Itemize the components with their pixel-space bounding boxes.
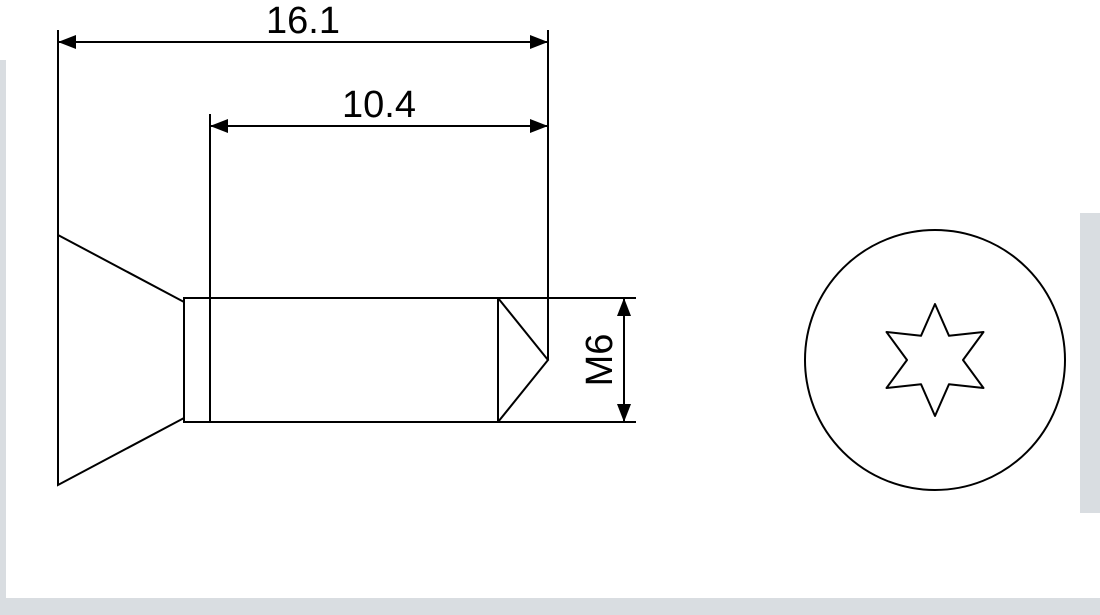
dim-label-overall: 16.1 [266,0,340,42]
screw-side-view [58,235,548,485]
torx-star-icon [887,304,984,416]
dim-label-thread: M6 [579,334,621,387]
head-circle [805,230,1065,490]
blur-bar-right [1080,213,1100,513]
dim-label-shaft: 10.4 [342,84,416,126]
screw-top-view [805,230,1065,490]
blur-bar-left [0,60,6,615]
blur-bar-bottom [0,598,1100,615]
